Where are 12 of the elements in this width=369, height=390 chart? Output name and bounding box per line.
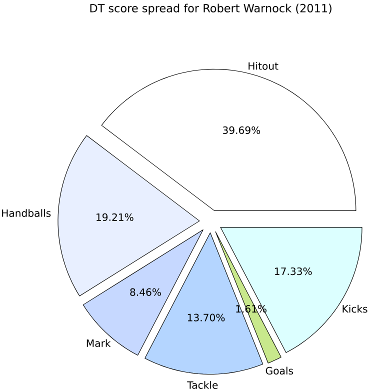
slice-label: Kicks [342,304,368,313]
data-label: 13.70% [188,314,225,322]
slice-label: Mark [86,339,111,347]
slice-label: Tackle [187,381,218,389]
slice-label: Handballs [2,209,51,217]
chart-title: DT score spread for Robert Warnock (2011) [90,4,332,15]
data-label: 8.46% [130,288,162,296]
slice-label: Goals [266,366,294,375]
slice-label: Hitout [248,62,278,70]
data-label: 19.21% [96,213,134,221]
data-label: 39.69% [223,126,260,134]
data-label: 17.33% [275,267,312,276]
